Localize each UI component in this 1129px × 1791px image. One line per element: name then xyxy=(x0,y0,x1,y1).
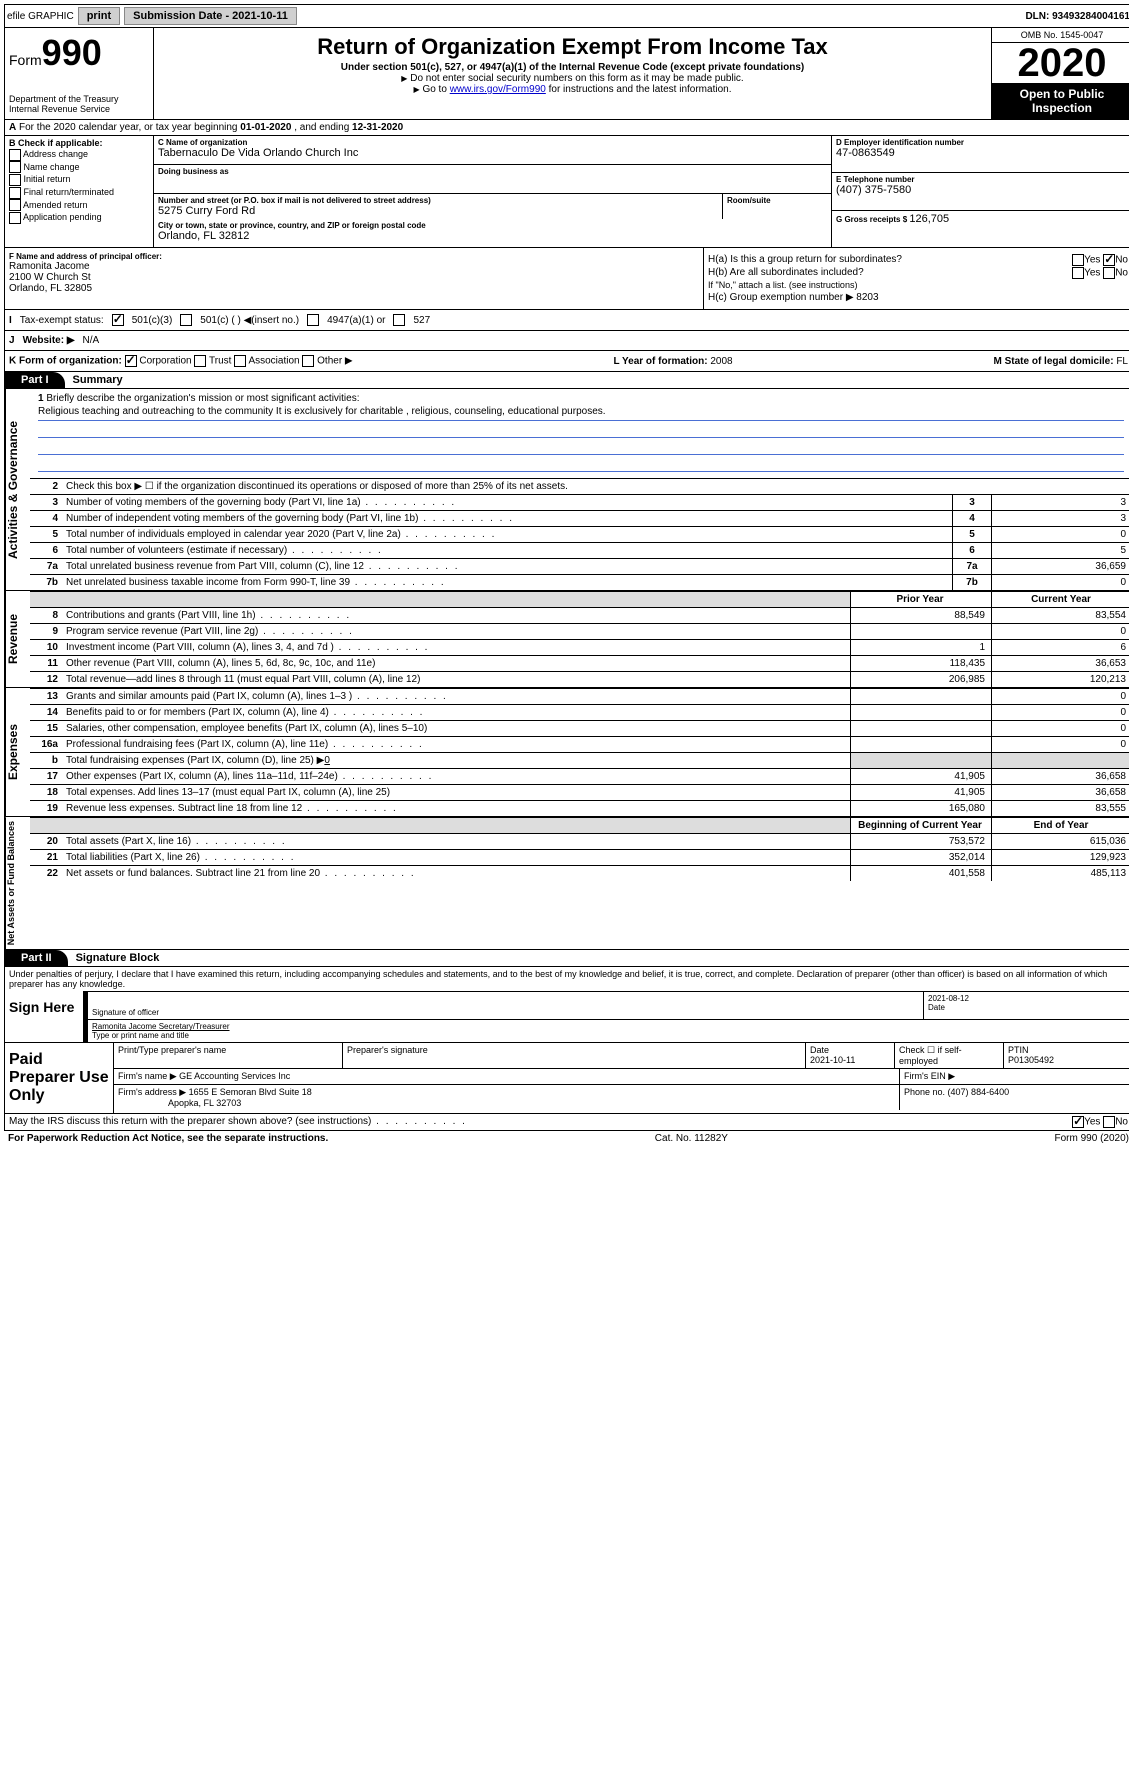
cb-initial-return[interactable]: Initial return xyxy=(9,173,149,186)
header-title-block: Return of Organization Exempt From Incom… xyxy=(154,28,991,119)
part1-header: Part I Summary xyxy=(4,372,1129,389)
part2-header: Part II Signature Block xyxy=(4,950,1129,967)
cb-discuss-yes[interactable] xyxy=(1072,1116,1084,1128)
submission-date-button[interactable]: Submission Date - 2021-10-11 xyxy=(124,7,297,25)
signature-block: Under penalties of perjury, I declare th… xyxy=(4,967,1129,1114)
cb-app-pending[interactable]: Application pending xyxy=(9,211,149,224)
form-header: Form990 Department of the Treasury Inter… xyxy=(4,28,1129,120)
efile-label: efile GRAPHIC xyxy=(7,11,74,22)
header-left: Form990 Department of the Treasury Inter… xyxy=(5,28,154,119)
tax-year-row: A For the 2020 calendar year, or tax yea… xyxy=(4,120,1129,136)
section-netassets: Net Assets or Fund Balances Beginning of… xyxy=(4,817,1129,950)
header-right: OMB No. 1545-0047 2020 Open to Public In… xyxy=(991,28,1129,119)
cb-4947[interactable] xyxy=(307,314,319,326)
cb-assoc[interactable] xyxy=(234,355,246,367)
officer-group-grid: F Name and address of principal officer:… xyxy=(4,248,1129,310)
page-footer: For Paperwork Reduction Act Notice, see … xyxy=(4,1131,1129,1146)
group-return-block: H(a) Is this a group return for subordin… xyxy=(704,248,1129,309)
cb-name-change[interactable]: Name change xyxy=(9,161,149,174)
cb-other[interactable] xyxy=(302,355,314,367)
entity-info-grid: B Check if applicable: Address change Na… xyxy=(4,136,1129,248)
form-org-row: K Form of organization: Corporation Trus… xyxy=(4,351,1129,372)
section-activities: Activities & Governance 1 Briefly descri… xyxy=(4,389,1129,591)
paid-preparer-grid: Paid Preparer Use Only Print/Type prepar… xyxy=(5,1042,1129,1113)
cb-amended[interactable]: Amended return xyxy=(9,199,149,212)
form-title: Return of Organization Exempt From Incom… xyxy=(158,34,987,60)
dln-label: DLN: 93493284004161 xyxy=(1025,11,1129,22)
cb-501c[interactable] xyxy=(180,314,192,326)
section-expenses: Expenses 13Grants and similar amounts pa… xyxy=(4,688,1129,817)
netassets-table: Beginning of Current YearEnd of Year 20T… xyxy=(30,817,1129,881)
governance-table: 2Check this box ▶ ☐ if the organization … xyxy=(30,478,1129,590)
section-revenue: Revenue Prior YearCurrent Year 8Contribu… xyxy=(4,591,1129,688)
principal-officer: F Name and address of principal officer:… xyxy=(5,248,704,309)
col-b-checkboxes: B Check if applicable: Address change Na… xyxy=(5,136,154,247)
discuss-row: May the IRS discuss this return with the… xyxy=(4,1114,1129,1131)
cb-trust[interactable] xyxy=(194,355,206,367)
revenue-table: Prior YearCurrent Year 8Contributions an… xyxy=(30,591,1129,687)
cb-address-change[interactable]: Address change xyxy=(9,148,149,161)
cb-discuss-no[interactable] xyxy=(1103,1116,1115,1128)
top-toolbar: efile GRAPHIC print Submission Date - 20… xyxy=(4,4,1129,28)
print-button[interactable]: print xyxy=(78,7,120,25)
instructions-link[interactable]: www.irs.gov/Form990 xyxy=(450,84,546,95)
col-de: D Employer identification number 47-0863… xyxy=(831,136,1129,247)
cb-501c3[interactable] xyxy=(112,314,124,326)
col-c-org-info: C Name of organization Tabernaculo De Vi… xyxy=(154,136,831,247)
tax-exempt-status-row: I Tax-exempt status: 501(c)(3) 501(c) ( … xyxy=(4,310,1129,331)
website-row: J Website: ▶ N/A xyxy=(4,331,1129,351)
cb-527[interactable] xyxy=(393,314,405,326)
cb-corp[interactable] xyxy=(125,355,137,367)
cb-final-return[interactable]: Final return/terminated xyxy=(9,186,149,199)
expenses-table: 13Grants and similar amounts paid (Part … xyxy=(30,688,1129,816)
